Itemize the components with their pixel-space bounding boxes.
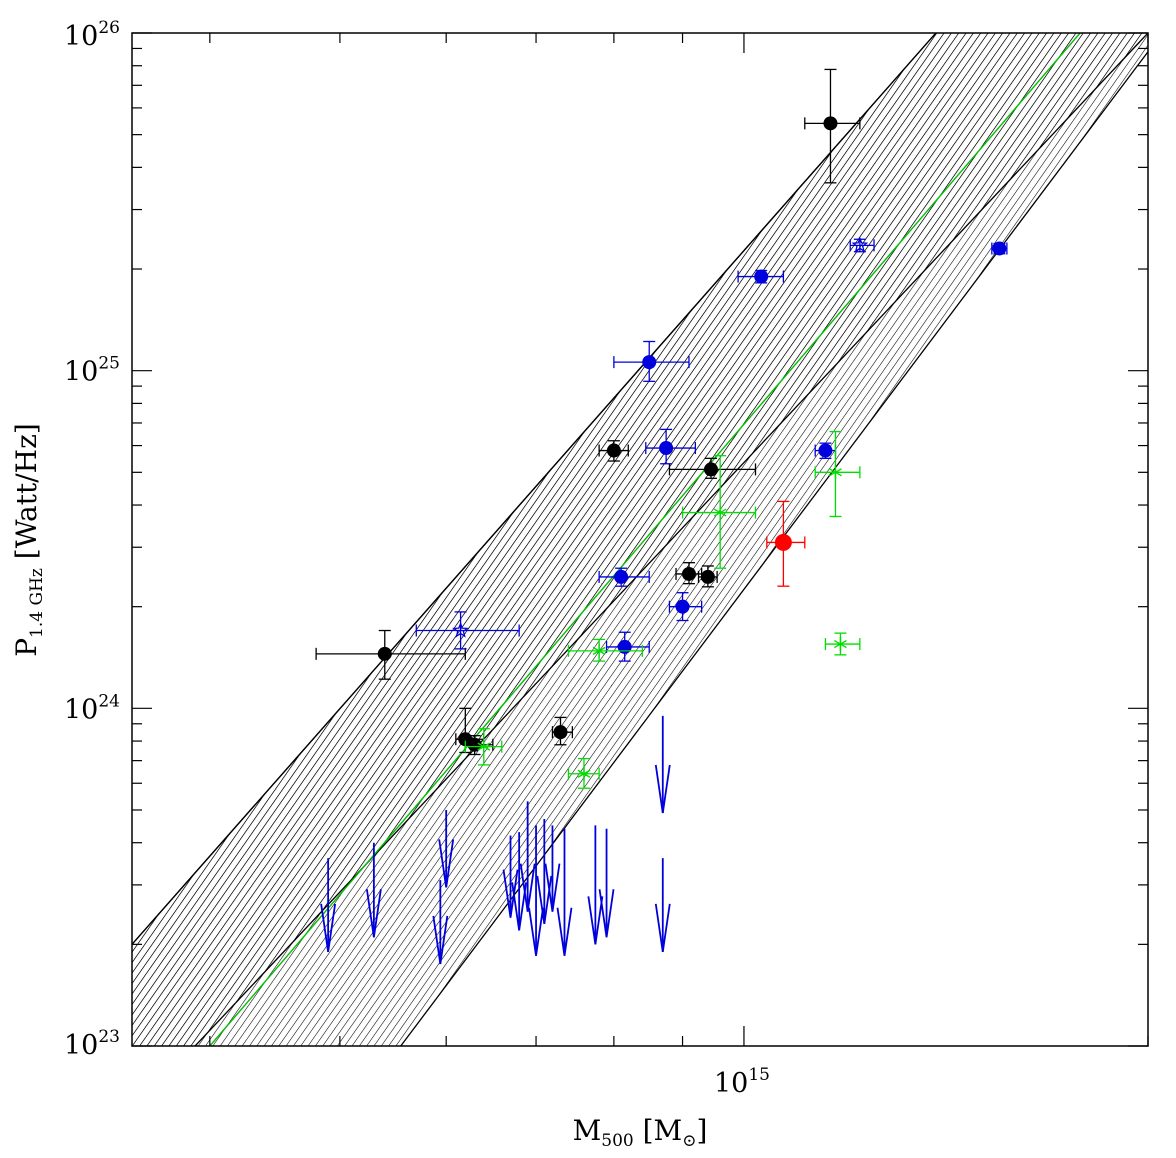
marker-asterisk [577, 769, 591, 778]
blue-dots-point [737, 269, 785, 284]
green-stars-point [567, 638, 643, 662]
arrow-head [320, 903, 337, 953]
marker-dot [754, 269, 769, 284]
fit-line [209, 33, 1081, 1046]
marker-dot [614, 569, 629, 584]
upper-limit-arrow [438, 809, 455, 888]
arrow-head [654, 764, 671, 814]
marker-dot [659, 441, 674, 456]
x-tick-label: 1015 [714, 1065, 770, 1099]
black-dots-point [804, 68, 861, 184]
green-stars-point [567, 757, 600, 789]
upper-limit-arrow [654, 715, 671, 814]
marker-dot [553, 725, 568, 740]
black-dots-point [315, 629, 466, 680]
marker-asterisk [477, 742, 491, 751]
upper-limit-arrow [511, 832, 528, 931]
black-dots-point [464, 735, 494, 756]
marker-dot [818, 443, 833, 458]
upper-limit-arrow [556, 828, 573, 956]
arrow-head [438, 839, 455, 888]
arrow-head [587, 896, 604, 945]
marker-dot [703, 462, 718, 477]
black-dots-point [551, 716, 574, 746]
upper-limit-arrow [365, 842, 382, 938]
arrow-head [432, 915, 449, 965]
green-stars-point [464, 728, 503, 766]
marker-asterisk [834, 639, 847, 649]
blue-stars-point [849, 236, 875, 253]
arrow-head [528, 907, 544, 956]
y-axis-label: P1.4 GHz [Watt/Hz] [10, 423, 47, 657]
blue-dots-point [814, 442, 837, 459]
marker-dot [377, 646, 392, 661]
upper-limit-arrow [320, 858, 337, 953]
y-tick-label: 1023 [64, 1027, 120, 1061]
upper-limit-arrow [598, 828, 615, 938]
marker-dot [606, 443, 621, 458]
marker-dot [675, 599, 690, 614]
blue-stars-point [415, 611, 520, 650]
marker-asterisk [592, 646, 606, 655]
y-tick-label: 1025 [64, 354, 120, 388]
blue-dots-point [645, 428, 697, 465]
green-stars-point [814, 430, 861, 518]
marker-dot [681, 566, 696, 581]
arrow-head [556, 907, 573, 956]
green-stars-point [824, 632, 861, 656]
arrow-head [654, 903, 671, 953]
black-dots-point [598, 440, 629, 462]
marker-dot [467, 737, 482, 752]
arrow-head [511, 882, 528, 931]
black-dots-point [668, 457, 757, 479]
band-fit-uncertainty-inner [132, 33, 1148, 1046]
marker-star [452, 621, 469, 638]
green-stars-point [681, 455, 757, 569]
blue-dots-point [598, 567, 650, 587]
marker-asterisk [829, 468, 842, 477]
marker-dot [642, 355, 657, 370]
plot-frame [131, 32, 1149, 1047]
upper-limit-arrow [654, 858, 671, 953]
blue-dots-point [991, 241, 1008, 256]
arrow-head [519, 863, 536, 912]
x-axis-label: M500 [M⊙] [573, 1114, 708, 1151]
blue-dots-point [668, 592, 703, 622]
marker-dot [823, 116, 838, 131]
upper-limit-arrow [587, 825, 604, 945]
red-dot-point [766, 500, 806, 587]
marker-asterisk [713, 508, 727, 517]
arrow-head [598, 889, 615, 938]
upper-limit-arrow [432, 880, 449, 965]
upper-limit-arrow [502, 835, 519, 918]
upper-limit-arrow [528, 825, 544, 956]
band-edge-upper [132, 33, 937, 945]
black-dots-point [697, 565, 718, 588]
y-tick-label: 1026 [64, 18, 120, 52]
marker-dot [700, 569, 715, 584]
arrow-head [502, 869, 519, 918]
marker-dot [992, 241, 1007, 256]
marker-dot [617, 639, 632, 654]
arrow-head [365, 889, 382, 938]
marker-star [851, 236, 869, 253]
marker-dot [774, 533, 792, 551]
y-tick-label: 1024 [64, 691, 120, 725]
upper-limit-arrow [519, 801, 536, 912]
band-edge-lower [194, 33, 1148, 1046]
upper-limit-arrow [544, 825, 561, 912]
arrow-head [544, 863, 561, 912]
blue-dots-point [613, 340, 690, 382]
band-edge-lower [400, 51, 1148, 1046]
